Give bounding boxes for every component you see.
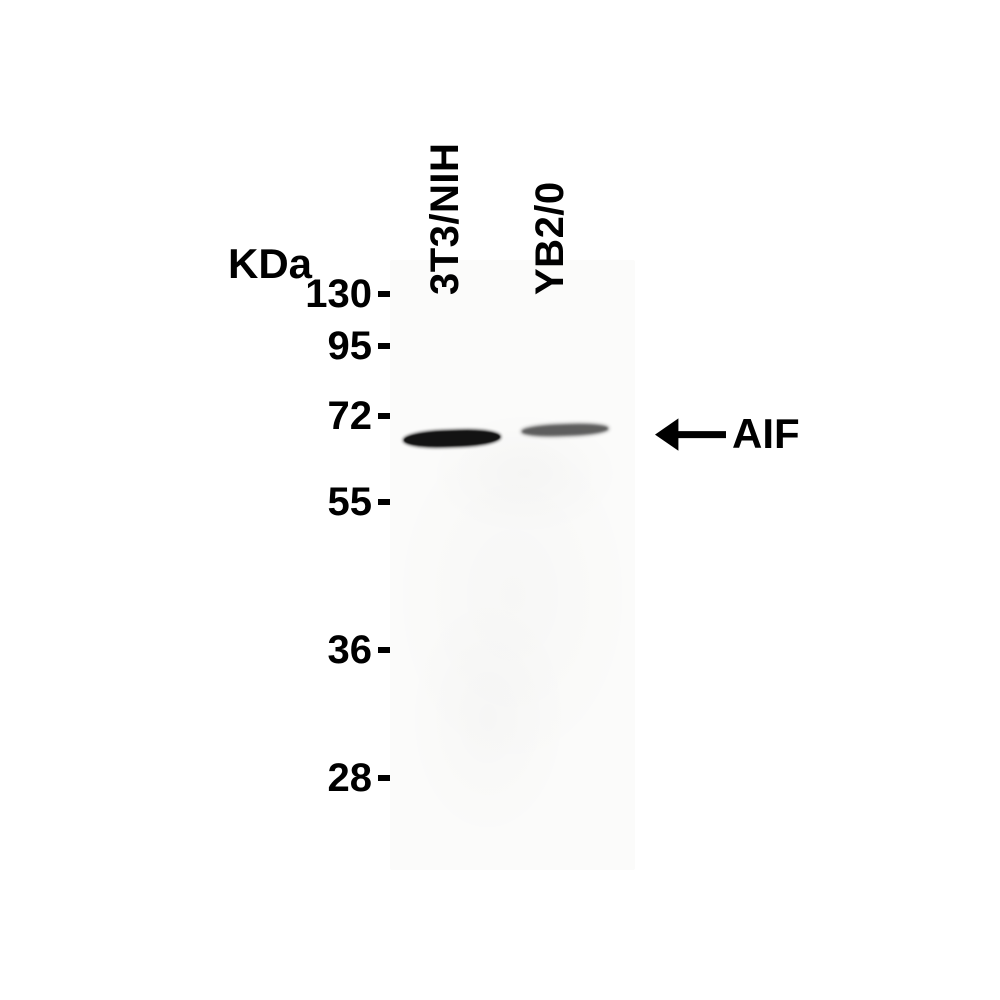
arrow-left-icon xyxy=(655,413,728,456)
membrane-texture xyxy=(390,260,635,870)
annotation-label: AIF xyxy=(732,410,800,458)
mw-label-72: 72 xyxy=(252,394,372,439)
blot-membrane xyxy=(390,260,635,870)
mw-tick-55 xyxy=(378,499,390,505)
lane-label-lane-yb20: YB2/0 xyxy=(528,181,573,295)
mw-tick-95 xyxy=(378,343,390,349)
mw-label-95: 95 xyxy=(252,324,372,369)
mw-tick-28 xyxy=(378,775,390,781)
lane-label-lane-3t3nih: 3T3/NIH xyxy=(423,143,468,295)
band-annotation-aif: AIF xyxy=(655,410,800,458)
mw-tick-36 xyxy=(378,647,390,653)
western-blot-figure: KDa AIF 13095725536283T3/NIHYB2/0 xyxy=(0,0,1000,1000)
mw-tick-130 xyxy=(378,291,390,297)
mw-tick-72 xyxy=(378,413,390,419)
mw-label-130: 130 xyxy=(252,272,372,317)
mw-label-36: 36 xyxy=(252,628,372,673)
mw-label-55: 55 xyxy=(252,480,372,525)
mw-label-28: 28 xyxy=(252,756,372,801)
